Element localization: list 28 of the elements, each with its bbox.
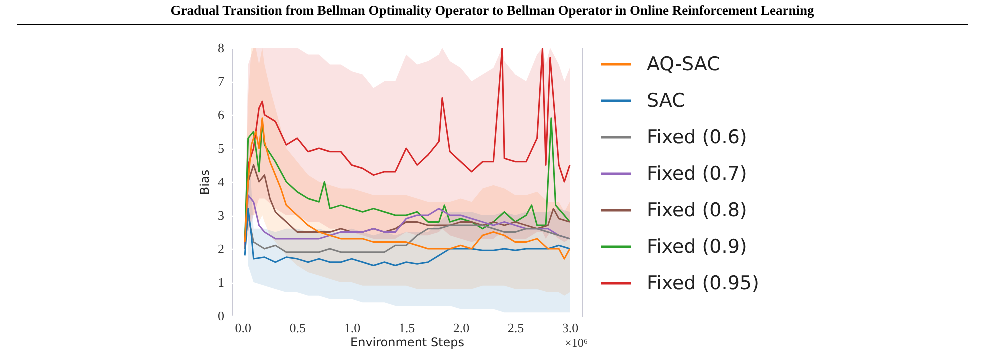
text: ×10⁶ xyxy=(565,336,588,350)
legend-label: AQ-SAC xyxy=(647,54,720,76)
x-tick-label: 1.5 xyxy=(398,320,416,336)
y-tick-label: 2 xyxy=(218,242,224,256)
y-tick-label: 7 xyxy=(218,74,225,89)
legend-label: SAC xyxy=(647,90,686,112)
legend-label: Fixed (0.7) xyxy=(647,163,748,185)
legend-label: Fixed (0.95) xyxy=(647,272,760,294)
y-axis-title: Bias xyxy=(198,170,212,196)
y-tick-label: 6 xyxy=(218,108,225,122)
y-tick-label: 5 xyxy=(218,141,224,156)
x-tick-label: 2.0 xyxy=(453,320,470,336)
y-tick-label: 3 xyxy=(218,208,224,223)
y-tick-label: 1 xyxy=(218,275,224,290)
chart-title: Gradual Transition from Bellman Optimality Operator to Bellman Operator in Online Reinforcement Learning xyxy=(170,3,816,19)
x-axis-title: Environment Steps xyxy=(350,336,465,350)
legend-label: Fixed (0.9) xyxy=(647,236,748,258)
y-tick-label: 0 xyxy=(218,308,224,324)
y-tick-label: 8 xyxy=(218,40,224,56)
legend-label: Fixed (0.6) xyxy=(647,126,748,148)
line-series xyxy=(244,208,571,266)
y-tick-label: 4 xyxy=(218,174,225,190)
x-tick-label: 2.5 xyxy=(508,320,524,336)
x-tick-label: 0.0 xyxy=(235,320,252,336)
x-tick-label: 3.0 xyxy=(562,320,579,336)
x-tick-label: 1.0 xyxy=(344,320,361,336)
x-tick-label: 0.5 xyxy=(290,320,306,336)
legend-label: Fixed (0.8) xyxy=(647,200,748,222)
